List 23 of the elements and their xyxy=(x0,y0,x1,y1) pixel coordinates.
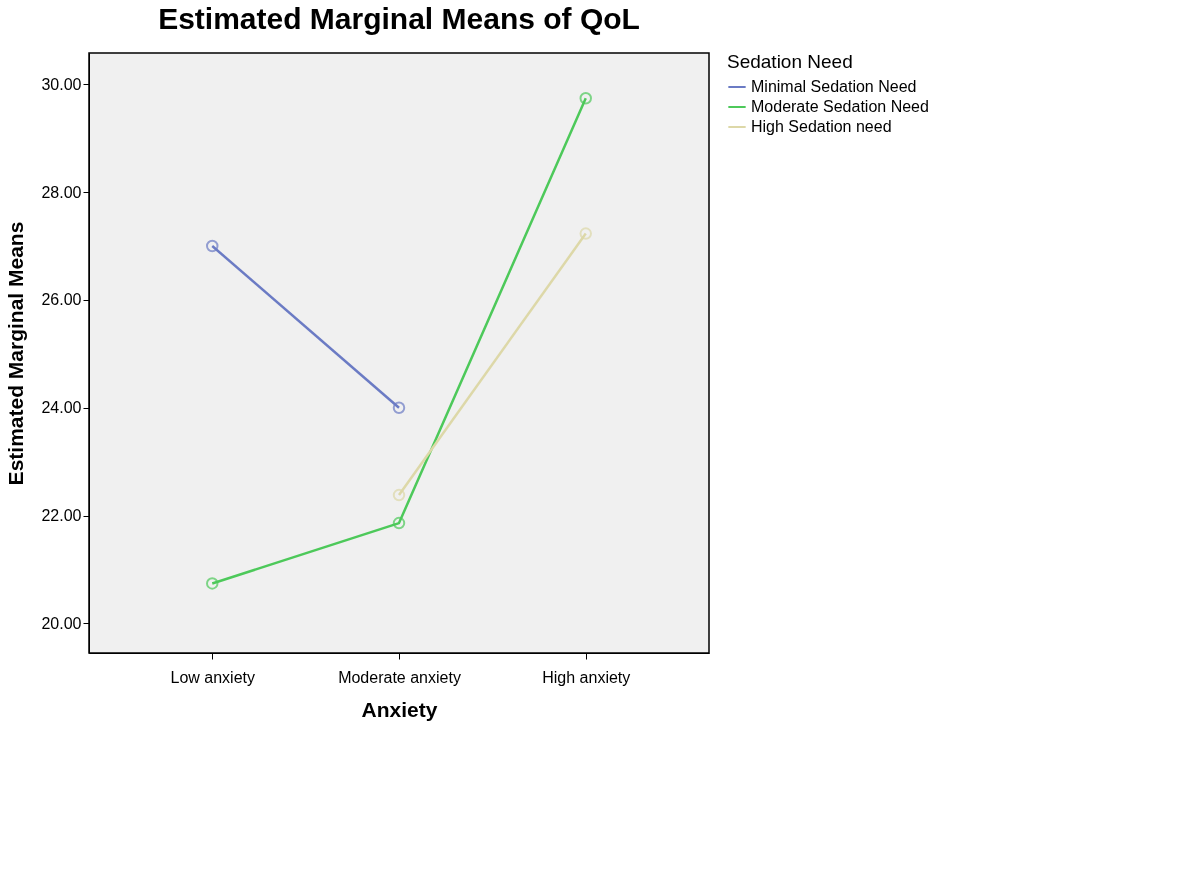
legend-title: Sedation Need xyxy=(727,51,853,72)
point xyxy=(392,401,406,414)
point xyxy=(392,488,406,502)
chart-title: Estimated Marginal Means of QoL xyxy=(158,2,640,35)
x-tick-label: Moderate anxiety xyxy=(338,668,461,686)
legend-label: High Sedation need xyxy=(751,118,892,135)
y-tick-label: 24.00 xyxy=(41,399,82,417)
x-tick-label: Low anxiety xyxy=(170,668,255,686)
x-tick-label: High anxiety xyxy=(542,668,631,686)
y-tick-label: 28.00 xyxy=(41,183,82,201)
y-axis-title: Estimated Marginal Means xyxy=(4,221,28,486)
point xyxy=(206,577,219,590)
x-axis-title: Anxiety xyxy=(361,697,438,721)
point xyxy=(579,92,592,105)
point xyxy=(579,227,592,240)
y-tick-label: 22.00 xyxy=(41,507,82,525)
legend-label: Minimal Sedation Need xyxy=(751,78,917,95)
point xyxy=(392,516,406,530)
y-tick-label: 26.00 xyxy=(41,291,82,309)
legend-label: Moderate Sedation Need xyxy=(751,98,929,115)
y-tick-label: 20.00 xyxy=(41,614,82,632)
point xyxy=(206,239,219,253)
y-tick-label: 30.00 xyxy=(41,75,82,93)
